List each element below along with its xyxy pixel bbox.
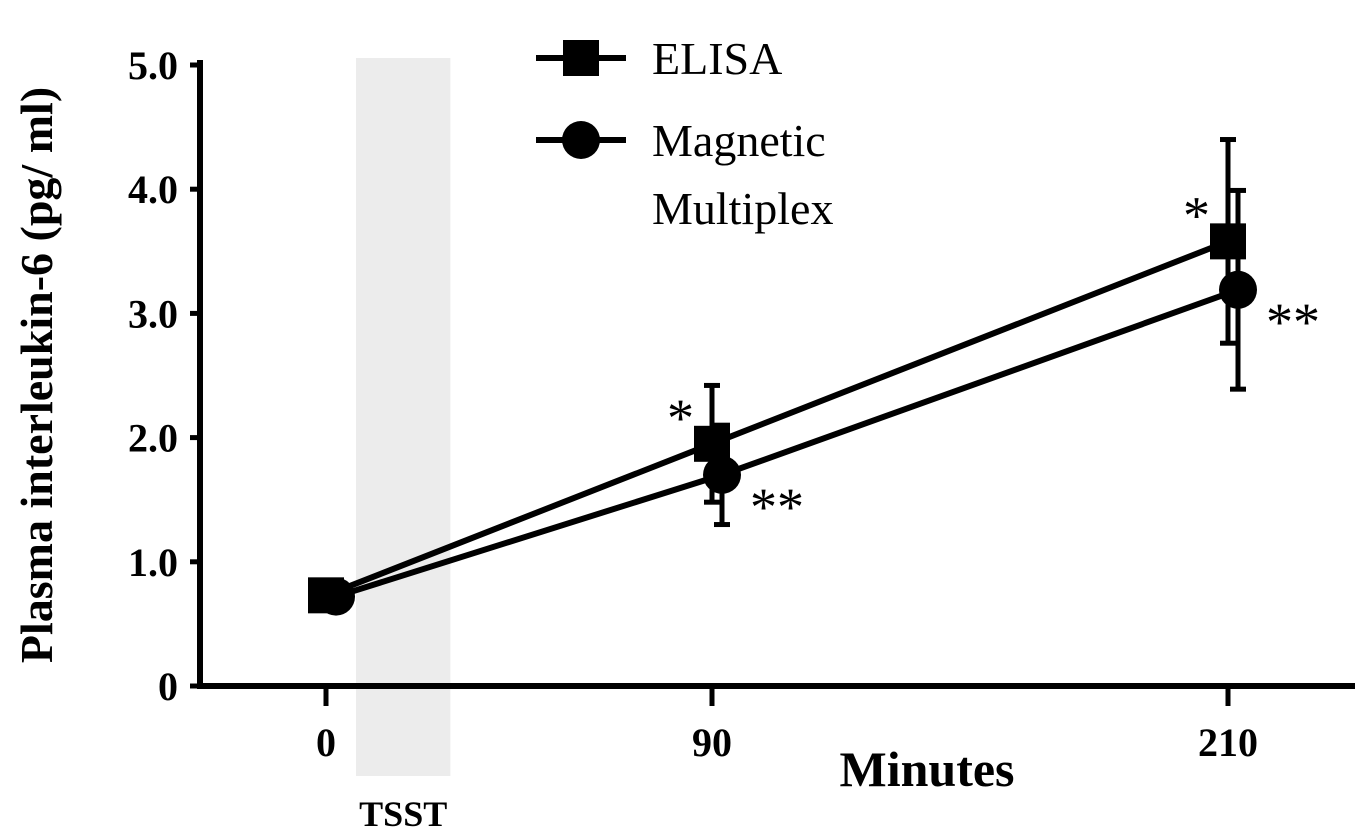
data-point-multiplex (703, 455, 741, 494)
y-tick-label: 2.0 (128, 416, 178, 461)
y-tick-label: 1.0 (128, 540, 178, 585)
series-line-multiplex (335, 286, 1240, 600)
significance-label-elisa: * (1183, 185, 1210, 245)
x-axis-title: Minutes (840, 741, 1015, 797)
legend-label-multiplex-line2: Multiplex (652, 183, 833, 234)
legend: ELISA Magnetic Multiplex (536, 33, 837, 234)
legend-label-multiplex: Magnetic Multiplex (652, 115, 837, 234)
significance-label-multiplex: ** (750, 477, 804, 537)
data-point-multiplex (317, 577, 355, 616)
significance-label-elisa: * (667, 388, 694, 448)
x-tick-label: 210 (1198, 720, 1258, 765)
legend-marker-elisa (563, 40, 599, 76)
tsst-label: TSST (359, 794, 447, 834)
legend-label-elisa: ELISA (652, 33, 782, 84)
y-tick-label: 5.0 (128, 43, 178, 88)
y-tick-label: 0 (158, 664, 178, 709)
tsst-band (356, 58, 451, 776)
x-tick-label: 0 (316, 720, 336, 765)
series-line-elisa (324, 238, 1230, 599)
data-point-multiplex (1219, 270, 1257, 309)
data-point-elisa (1210, 223, 1246, 260)
y-axis-title: Plasma interleukin-6 (pg/ ml) (11, 87, 62, 663)
x-tick-label: 90 (692, 720, 732, 765)
y-tick-label: 3.0 (128, 291, 178, 336)
legend-marker-multiplex (562, 121, 600, 159)
significance-label-multiplex: ** (1266, 292, 1320, 352)
y-tick-label: 4.0 (128, 167, 178, 212)
legend-label-multiplex-line1: Magnetic (652, 115, 826, 166)
